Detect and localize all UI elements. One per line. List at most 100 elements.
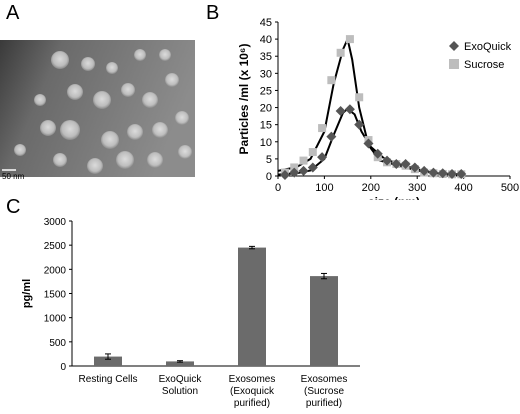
- y-tick-label: 2500: [44, 241, 67, 252]
- category-label: ExoQuick: [159, 374, 203, 385]
- vesicle: [127, 124, 143, 140]
- vesicle: [60, 120, 80, 140]
- vesicle: [101, 131, 119, 149]
- category-label: Exosomes: [301, 374, 348, 385]
- data-point-exoquick: [326, 131, 337, 142]
- scale-bar-label: 50 nm: [2, 172, 25, 181]
- vesicle: [175, 111, 189, 125]
- category-label: (Exoquick: [230, 386, 275, 397]
- vesicle: [116, 151, 134, 169]
- data-point-exoquick: [447, 168, 457, 179]
- y-tick-label: 40: [260, 34, 272, 46]
- data-point-exoquick: [298, 165, 309, 176]
- y-tick-label: 45: [260, 17, 272, 29]
- y-tick-label: 3000: [44, 217, 67, 228]
- legend-marker-sucrose: [449, 59, 459, 69]
- vesicle: [81, 57, 95, 71]
- y-tick-label: 30: [260, 68, 272, 80]
- data-point-sucrose: [336, 48, 345, 57]
- data-point-exoquick: [409, 162, 420, 173]
- category-label: purified): [306, 398, 342, 409]
- y-tick-label: 20: [260, 103, 272, 115]
- y-axis-label: Particles /ml (x 10⁶): [237, 44, 251, 155]
- data-point-exoquick: [354, 119, 365, 130]
- y-tick-label: 35: [260, 51, 272, 63]
- data-point-exoquick: [279, 169, 290, 180]
- data-point-exoquick: [456, 168, 467, 179]
- data-point-sucrose: [308, 148, 317, 157]
- bar: [310, 276, 338, 366]
- vesicle: [34, 94, 46, 106]
- vesicle: [14, 144, 26, 156]
- data-point-sucrose: [299, 156, 308, 165]
- series-curve: [277, 35, 460, 176]
- x-axis-label: size (nm): [368, 195, 420, 200]
- data-point-exoquick: [428, 167, 439, 178]
- data-point-sucrose: [345, 35, 354, 44]
- data-point-exoquick: [344, 104, 355, 115]
- y-tick-label: 2000: [44, 265, 67, 276]
- vesicle: [40, 120, 56, 136]
- vesicle: [159, 49, 171, 61]
- vesicle: [93, 91, 111, 109]
- y-tick-label: 1000: [44, 314, 67, 325]
- vesicle: [53, 153, 67, 167]
- data-point-exoquick: [372, 148, 383, 159]
- vesicle: [178, 145, 192, 159]
- y-tick-label: 10: [260, 137, 272, 149]
- category-label: Exosomes: [229, 374, 276, 385]
- vesicle: [142, 92, 158, 108]
- legend-label-exoquick: ExoQuick: [464, 41, 512, 53]
- y-tick-label: 15: [260, 120, 272, 132]
- vesicle: [165, 73, 179, 87]
- category-label: Solution: [162, 386, 198, 397]
- data-point-exoquick: [400, 159, 411, 170]
- category-label: (Sucrose: [304, 386, 344, 397]
- x-tick-label: 200: [362, 182, 380, 194]
- data-point-exoquick: [419, 165, 430, 176]
- data-point-sucrose: [355, 93, 364, 102]
- vesicle: [87, 158, 103, 174]
- data-point-exoquick: [335, 105, 346, 116]
- vesicle: [152, 122, 168, 138]
- x-tick-label: 500: [501, 182, 519, 194]
- data-point-exoquick: [363, 138, 374, 149]
- legend-marker-exoquick: [449, 41, 459, 51]
- data-point-exoquick: [391, 159, 402, 170]
- y-tick-label: 25: [260, 85, 272, 97]
- x-tick-label: 0: [275, 182, 281, 194]
- legend-label-sucrose: Sucrose: [464, 59, 504, 71]
- vesicle: [147, 152, 163, 168]
- vesicle: [106, 62, 118, 74]
- vesicle: [51, 51, 69, 69]
- size-distribution-chart: 0 5 10 15 20 25 30 35 40 45 0 100 200 300 400 500 size (…: [237, 17, 519, 200]
- y-tick-label: 0: [60, 362, 66, 373]
- data-point-exoquick: [289, 167, 300, 178]
- vesicle: [134, 49, 146, 61]
- y-axis-label: pg/ml: [21, 279, 33, 308]
- y-tick-label: 500: [49, 338, 66, 349]
- data-point-exoquick: [317, 152, 328, 163]
- y-tick-label: 1500: [44, 290, 67, 301]
- category-label: purified): [234, 398, 270, 409]
- data-point-sucrose: [290, 163, 299, 172]
- bar: [166, 361, 194, 366]
- x-tick-label: 300: [408, 182, 426, 194]
- data-point-sucrose: [327, 76, 336, 85]
- panel-label-c: C: [6, 196, 21, 218]
- concentration-bar-chart: 0 500 1000 1500 2000 2500 3000 pg/ml Resting Cel…: [21, 217, 360, 409]
- panel-label-a: A: [6, 2, 20, 24]
- data-point-exoquick: [437, 168, 448, 179]
- bar: [238, 247, 266, 366]
- vesicle: [121, 83, 135, 97]
- electron-micrograph: [0, 40, 195, 177]
- vesicle: [67, 84, 83, 100]
- data-point-exoquick: [382, 155, 393, 166]
- panel-label-b: B: [206, 2, 220, 24]
- x-tick-label: 400: [454, 182, 472, 194]
- x-tick-label: 100: [315, 182, 333, 194]
- bar: [94, 356, 122, 366]
- data-point-sucrose: [318, 124, 327, 133]
- category-label: Resting Cells: [79, 374, 138, 385]
- y-tick-label: 0: [266, 171, 272, 183]
